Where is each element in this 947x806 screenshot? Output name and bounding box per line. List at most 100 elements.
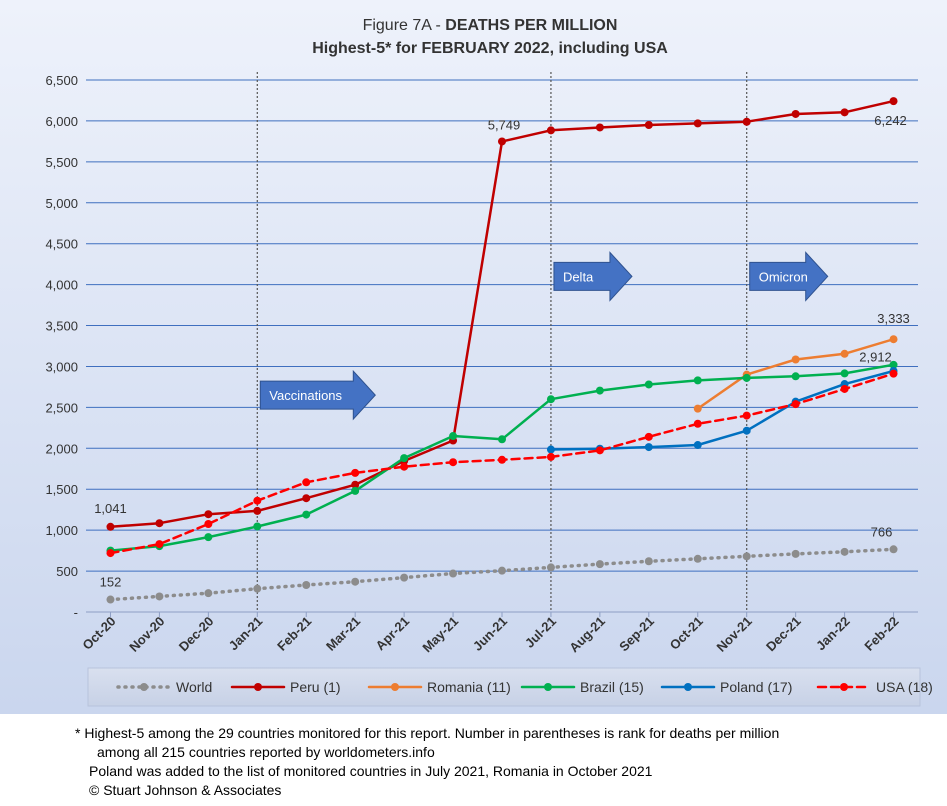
point-peru-1-nov-20 [155,519,164,528]
point-world-oct-20 [106,595,115,604]
point-brazil-15-may-21 [449,432,458,441]
point-world-dec-20 [204,589,213,598]
point-peru-1-dec-20 [204,510,213,519]
point-usa-18-oct-20 [106,549,115,558]
legend-marker-usa-18 [840,683,848,691]
series-romania-11 [693,335,898,413]
point-brazil-15-dec-20 [204,533,213,542]
legend-item-brazil-15: Brazil (15) [520,679,644,695]
point-peru-1-aug-21 [595,123,604,132]
y-tick-label-1500: 1,500 [45,482,78,497]
point-romania-11-oct-21 [693,404,702,413]
point-world-dec-21 [791,549,800,558]
legend-box [87,667,921,707]
point-world-apr-21 [400,573,409,582]
grid-lines [86,79,918,572]
legend-label-poland-17: Poland (17) [720,679,792,695]
point-world-sep-21 [644,557,653,566]
point-usa-18-mar-21 [351,468,360,477]
point-world-feb-21 [302,580,311,589]
point-usa-18-jun-21 [498,455,506,464]
point-world-mar-21 [351,577,360,586]
y-tick-label-1000: 1,000 [45,523,78,538]
vertical-markers [256,72,748,612]
y-tick-label-5000: 5,000 [45,196,78,211]
legend-marker-peru-1 [254,683,262,691]
legend-item-usa-18: USA (18) [816,679,933,695]
point-usa-18-aug-21 [595,446,604,455]
series-brazil-15 [106,360,898,555]
y-tick-label-0: - [74,605,78,620]
footnote: * Highest-5 among the 29 countries monit… [75,724,935,800]
y-tick-label-6500: 6,500 [45,73,78,88]
point-brazil-15-aug-21 [595,386,604,395]
point-brazil-15-nov-21 [742,373,751,382]
point-world-jul-21 [546,563,555,572]
legend-marker-brazil-15 [544,683,552,691]
point-world-jun-21 [498,566,506,575]
point-usa-18-may-21 [449,458,458,467]
chart-title-bold: DEATHS PER MILLION [445,17,617,34]
point-poland-17-jul-21 [546,445,555,454]
series-world [106,545,898,604]
legend-label-world: World [176,679,212,695]
annotation-omicron: Omicron [749,251,829,302]
point-usa-18-apr-21 [400,462,409,471]
point-usa-18-sep-21 [644,432,653,441]
point-usa-18-dec-20 [204,520,213,529]
legend-item-poland-17: Poland (17) [660,679,792,695]
legend-label-peru-1: Peru (1) [290,679,341,695]
point-usa-18-feb-22 [889,369,898,378]
data-label-world-oct-20: 152 [100,575,122,590]
chart-title: Figure 7A - DEATHS PER MILLION [363,17,618,34]
point-peru-1-jun-21 [498,137,506,146]
point-brazil-15-jul-21 [546,395,555,404]
point-peru-1-nov-21 [742,117,751,126]
point-usa-18-jan-22 [840,384,849,393]
y-tick-label-4000: 4,000 [45,278,78,293]
point-usa-18-oct-21 [693,419,702,428]
y-tick-label-5500: 5,500 [45,155,78,170]
legend-item-world: World [116,679,212,695]
point-peru-1-jan-21 [253,506,262,515]
legend-marker-poland-17 [684,683,692,691]
annotation-text-vaccinations: Vaccinations [269,388,342,403]
chart-subtitle: Highest-5* for FEBRUARY 2022, including … [312,40,668,57]
data-label-world-feb-22: 766 [871,524,893,539]
data-label-peru-1-oct-20: 1,041 [94,501,127,516]
chart-title-prefix: Figure 7A - [363,17,446,34]
footnote-line-1: * Highest-5 among the 29 countries monit… [75,725,780,741]
annotation-arrow-vaccinations [259,369,376,421]
legend-label-romania-11: Romania (11) [427,679,511,695]
point-world-aug-21 [595,560,604,569]
data-label-peru-1-feb-22: 6,242 [874,113,907,128]
point-usa-18-dec-21 [791,400,800,409]
chart-background [0,0,947,714]
y-tick-label-2500: 2,500 [45,400,78,415]
point-poland-17-nov-21 [742,426,751,435]
point-brazil-15-jan-22 [840,369,849,378]
data-label-usa-18-feb-22: 2,912 [859,350,892,365]
point-poland-17-oct-21 [693,441,702,450]
data-labels: 1,041 5,749 6,242 3,333 2,912 152 766 [94,113,910,589]
legend-item-peru-1: Peru (1) [230,679,341,695]
legend: World Peru (1) Romania (11) Brazil (15) Pola… [116,679,933,695]
annotation-delta: Delta [553,251,633,302]
annotations: Vaccinations Delta Omicron [259,251,829,421]
series-usa-18 [106,369,898,558]
point-peru-1-feb-21 [302,494,311,503]
legend-marker-world [140,683,148,691]
annotation-vaccinations: Vaccinations [259,369,376,421]
point-usa-18-nov-20 [155,540,164,549]
point-brazil-15-mar-21 [351,486,360,495]
footnote-line-3: Poland was added to the list of monitore… [89,763,653,779]
point-romania-11-jan-22 [840,349,849,358]
point-brazil-15-apr-21 [400,454,409,463]
point-usa-18-feb-21 [302,478,311,487]
point-romania-11-feb-22 [889,335,898,344]
point-brazil-15-feb-22 [889,360,898,369]
point-world-may-21 [449,569,458,578]
annotation-arrow-omicron [749,251,829,302]
point-peru-1-dec-21 [791,109,800,118]
y-tick-label-4500: 4,500 [45,237,78,252]
